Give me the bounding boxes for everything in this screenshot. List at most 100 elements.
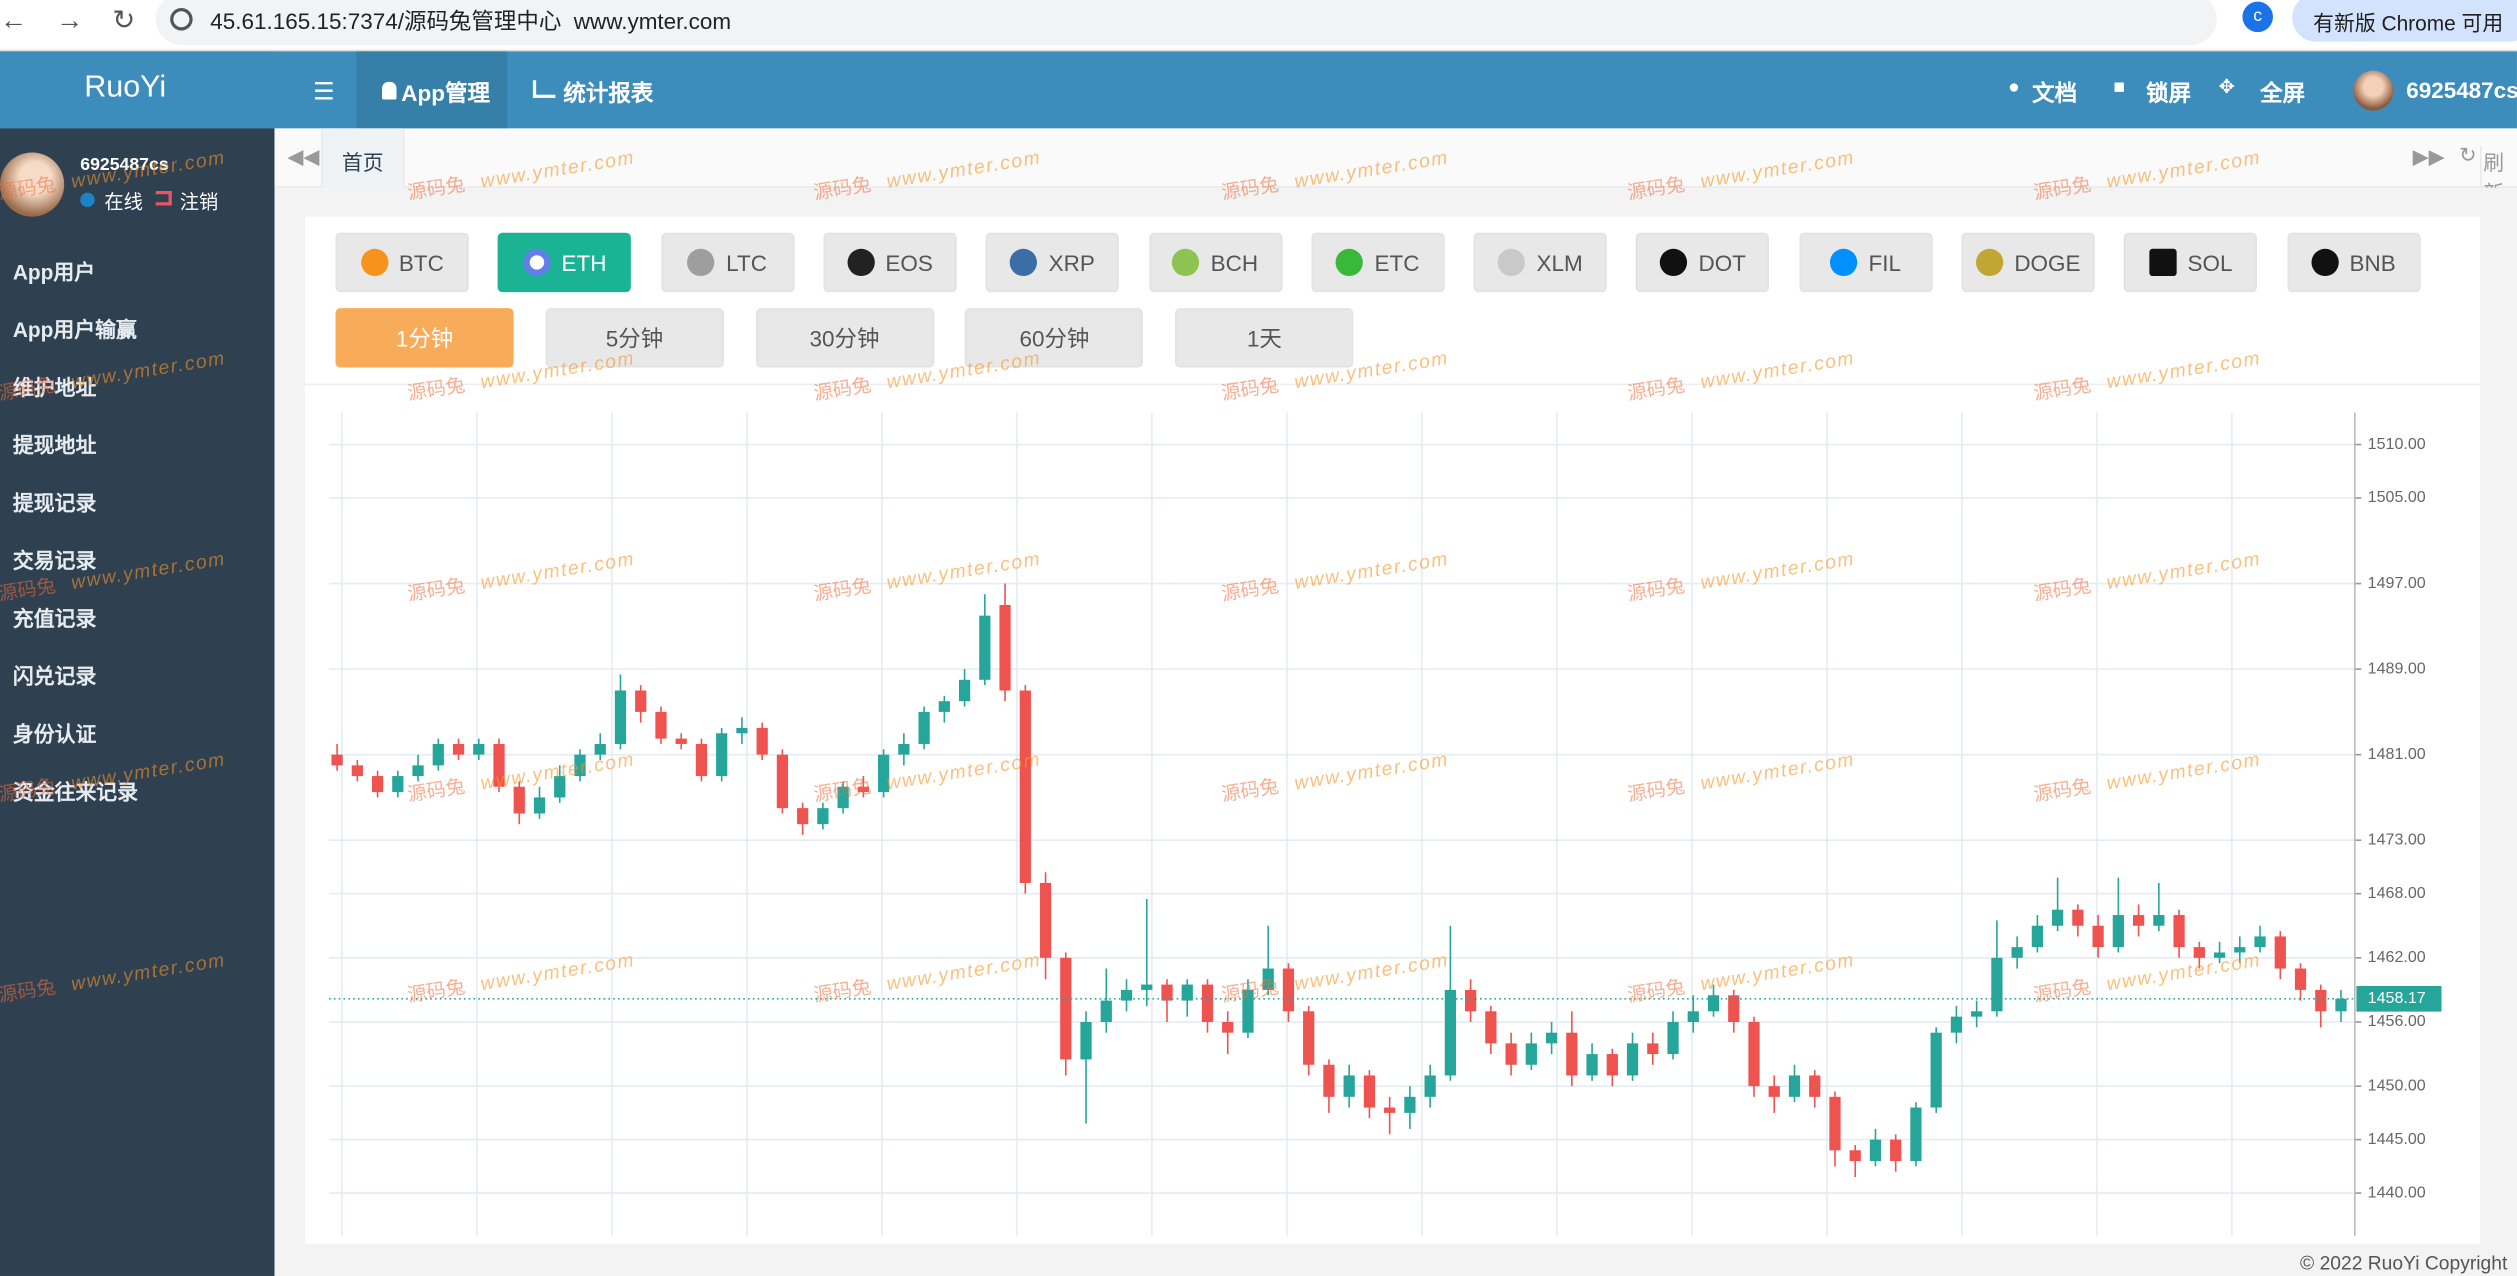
candle-body [1161, 984, 1173, 1001]
sidebar-menu-item[interactable]: App用户输赢 [12, 317, 137, 342]
header-avatar[interactable] [2353, 70, 2394, 111]
coin-label[interactable]: ETC [1374, 249, 1420, 276]
candle-body [533, 797, 546, 814]
coin-label[interactable]: XRP [1048, 249, 1095, 276]
coin-label[interactable]: XLM [1536, 249, 1583, 276]
candle-body [1019, 690, 1031, 883]
sidebar-menu-item[interactable]: 身份认证 [12, 722, 97, 747]
candle-body [1545, 1032, 1558, 1044]
candle-body [351, 765, 363, 777]
interval-tab[interactable]: 60分钟 [965, 308, 1144, 368]
coin-label[interactable]: DOGE [2014, 249, 2081, 276]
sidebar-menu-item[interactable]: 提现记录 [12, 491, 97, 516]
sidebar-logout[interactable]: 注销 [179, 190, 219, 214]
coin-icon [846, 248, 875, 277]
coin-label[interactable]: SOL [2187, 249, 2233, 276]
top-menu-app[interactable]: App管理 [401, 80, 490, 106]
coin-label[interactable]: DOT [1698, 249, 1746, 276]
interval-tab[interactable]: 1分钟 [335, 308, 514, 368]
y-tick-label: 1450.00 [2368, 1076, 2426, 1094]
header-user[interactable]: 6925487cs [2406, 77, 2517, 103]
address-bar[interactable] [155, 0, 2217, 45]
candle-body [2011, 947, 2023, 958]
coin-tab[interactable]: DOGE [1961, 232, 2095, 293]
sidebar-menu-item[interactable]: 资金往来记录 [12, 780, 139, 805]
tab-bar [274, 128, 2517, 188]
sidebar-menu-item[interactable]: 闪兑记录 [12, 664, 97, 689]
interval-tab[interactable]: 30分钟 [755, 308, 934, 368]
profile-icon[interactable]: c [2242, 1, 2273, 33]
sidebar-menu-item[interactable]: 提现地址 [12, 433, 97, 458]
candle-body [614, 690, 627, 744]
sidebar-menu-item[interactable]: 维护地址 [12, 375, 97, 400]
sidebar-user: 6925487cs [80, 155, 169, 175]
coin-tab[interactable]: DOT [1636, 232, 1770, 293]
coin-tab[interactable]: ETH [498, 232, 632, 293]
tab-prev[interactable]: ◀◀ [287, 144, 320, 169]
coin-tab[interactable]: XRP [985, 232, 1120, 293]
candle-body [1890, 1139, 1902, 1161]
candle-body [1282, 968, 1295, 1012]
candle-body [331, 754, 343, 766]
candle-body [392, 776, 404, 793]
coin-label[interactable]: FIL [1868, 249, 1902, 276]
coin-label[interactable]: BNB [2349, 249, 2396, 276]
tool-docs[interactable]: 文档 [2032, 80, 2078, 106]
candle-body [1809, 1075, 1821, 1097]
coin-label[interactable]: EOS [885, 249, 933, 276]
user-icon [382, 81, 397, 100]
candle-body [1707, 995, 1720, 1012]
nav-buttons[interactable]: ←→↻ [0, 4, 165, 36]
candle-body [371, 776, 384, 793]
interval-tab[interactable]: 5分钟 [545, 308, 724, 368]
coin-label[interactable]: BCH [1210, 249, 1259, 276]
coin-icon [1336, 248, 1364, 277]
top-menu-report[interactable]: 统计报表 [563, 80, 654, 106]
candle-body [695, 743, 708, 777]
candle-body [1039, 882, 1052, 958]
tool-lock[interactable]: 锁屏 [2146, 80, 2192, 106]
candle-body [2315, 989, 2327, 1012]
candle-body [1303, 1011, 1315, 1065]
y-tick-label: 1456.00 [2368, 1012, 2426, 1030]
tab-home[interactable]: 首页 [341, 150, 384, 175]
candle-body [1626, 1043, 1639, 1076]
coin-tab[interactable]: BCH [1148, 232, 1282, 293]
coin-label[interactable]: LTC [726, 249, 767, 276]
coin-tab[interactable]: FIL [1798, 232, 1933, 293]
candle-body [1971, 1011, 1983, 1017]
candle-body [2173, 915, 2185, 948]
candle-body [1100, 1000, 1112, 1022]
tab-next[interactable]: ▶▶ [2412, 144, 2445, 169]
update-button[interactable]: 有新版 Chrome 可用 [2292, 0, 2517, 42]
candle-body [554, 776, 566, 798]
interval-tab[interactable]: 1天 [1175, 308, 1354, 368]
candle-body [412, 765, 424, 777]
candle-body [1080, 1021, 1092, 1060]
menu-toggle[interactable]: ☰ [313, 78, 335, 106]
sidebar-menu-item[interactable]: 充值记录 [12, 606, 97, 631]
tool-fullscreen[interactable]: 全屏 [2260, 80, 2306, 106]
refresh-icon: ↻ [2459, 142, 2477, 167]
coin-tab[interactable]: BTC [335, 232, 469, 293]
logo[interactable]: RuoYi [84, 70, 167, 105]
sidebar-menu-item[interactable]: 交易记录 [12, 548, 97, 573]
coin-tab[interactable]: LTC [660, 232, 794, 293]
candle-body [1262, 968, 1274, 990]
sidebar-menu-item[interactable]: App用户 [12, 260, 96, 285]
coin-label[interactable]: ETH [561, 249, 607, 276]
coin-tab[interactable]: SOL [2124, 232, 2258, 293]
coin-tab[interactable]: ETC [1311, 232, 1445, 293]
site-info-icon[interactable] [170, 8, 193, 31]
coin-tab[interactable]: XLM [1473, 232, 1607, 293]
coin-tab[interactable]: BNB [2286, 232, 2420, 293]
logout-icon [155, 190, 172, 206]
candle-body [979, 615, 991, 680]
candle-body [1465, 989, 1477, 1012]
candle-body [1222, 1021, 1234, 1033]
coin-tab[interactable]: EOS [823, 232, 957, 293]
coin-label[interactable]: BTC [398, 249, 444, 276]
y-tick-label: 1473.00 [2368, 830, 2426, 848]
candle-body [1485, 1011, 1497, 1044]
